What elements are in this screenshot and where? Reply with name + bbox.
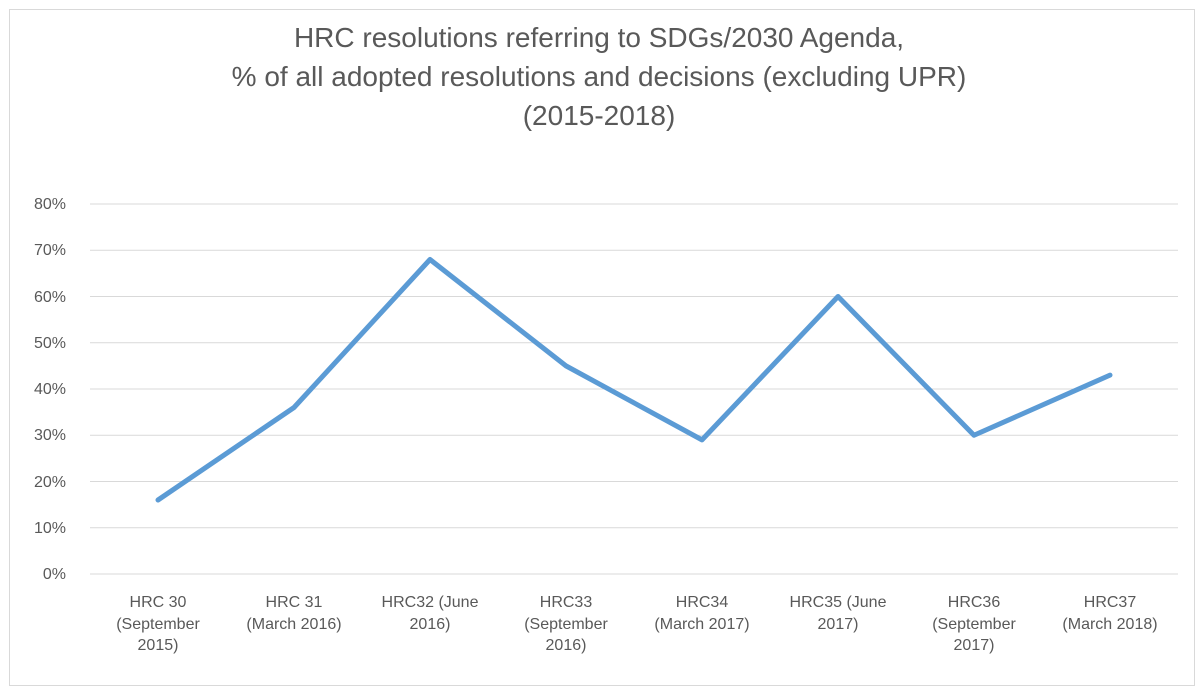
x-tick-label: HRC33 (September 2016): [524, 594, 608, 655]
y-tick-label: 50%: [33, 334, 66, 352]
y-tick-label: 70%: [33, 242, 66, 260]
line-series: [155, 257, 1113, 503]
x-tick-label: HRC35 (June 2017): [789, 594, 887, 633]
y-tick-label: 40%: [33, 381, 66, 398]
x-tick-label: HRC 31 (March 2016): [246, 594, 342, 633]
x-tick-label: HRC32 (June 2016): [381, 594, 479, 633]
x-tick-label: HRC34 (March 2017): [654, 594, 750, 633]
x-tick-label: HRC36 (September 2017): [932, 594, 1016, 655]
y-tick-label: 80%: [33, 196, 66, 213]
x-tick-label: HRC 30 (September 2015): [116, 594, 200, 655]
x-tick-label: HRC37 (March 2018): [1062, 594, 1158, 633]
y-tick-label: 60%: [33, 288, 66, 306]
y-tick-label: 10%: [33, 519, 66, 537]
y-tick-label: 0%: [42, 566, 66, 583]
y-tick-label: 20%: [33, 473, 66, 491]
y-tick-label: 30%: [33, 427, 66, 445]
chart-title: HRC resolutions referring to SDGs/2030 A…: [231, 22, 967, 132]
